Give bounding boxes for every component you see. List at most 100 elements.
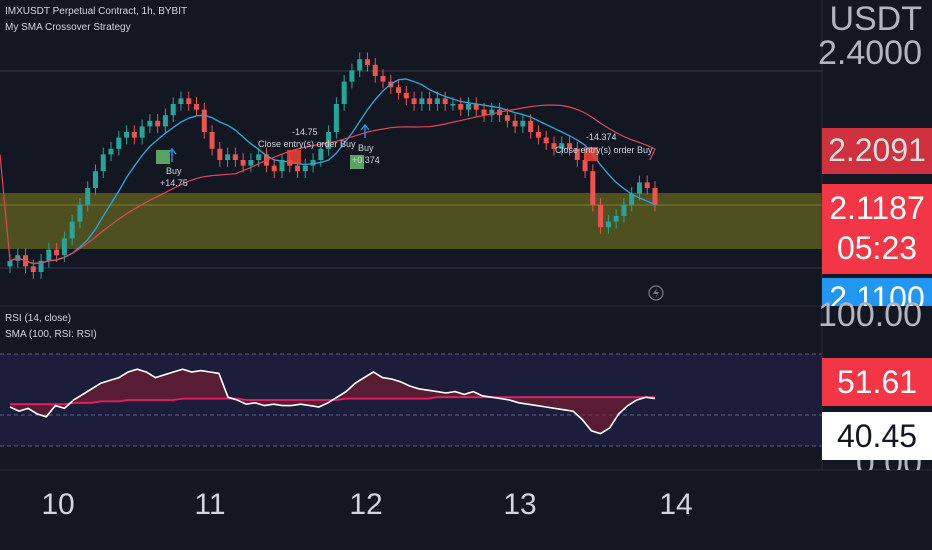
currency-label[interactable]: USDT bbox=[829, 0, 922, 38]
candle-body bbox=[248, 160, 254, 166]
price-zone bbox=[0, 193, 822, 249]
candle-body bbox=[271, 165, 277, 172]
x-tick-13: 13 bbox=[503, 488, 537, 521]
candle-body bbox=[139, 126, 145, 138]
x-tick-14: 14 bbox=[659, 488, 693, 521]
candle-body bbox=[77, 204, 83, 222]
candle-body bbox=[170, 104, 176, 116]
candle-body bbox=[7, 260, 13, 267]
candle-body bbox=[131, 132, 137, 138]
candle-body bbox=[69, 221, 75, 239]
sma-fast-line bbox=[9, 78, 656, 265]
candle-body bbox=[155, 120, 161, 127]
strategy-title[interactable]: My SMA Crossover Strategy bbox=[5, 22, 131, 33]
candle-body bbox=[380, 76, 386, 82]
candle-body bbox=[100, 154, 106, 172]
close-marker-1[interactable] bbox=[287, 150, 301, 164]
candle-body bbox=[147, 120, 153, 127]
candle-body bbox=[621, 204, 627, 216]
rsi-line bbox=[9, 368, 656, 435]
candle-body bbox=[279, 160, 285, 172]
candle-body bbox=[543, 137, 549, 144]
candle-body bbox=[178, 98, 184, 104]
candle-body bbox=[30, 266, 36, 272]
last-price-value: 2.1187 bbox=[829, 190, 925, 226]
candle-body bbox=[318, 148, 324, 160]
candle-body bbox=[201, 109, 207, 132]
candle-body bbox=[85, 188, 91, 205]
candle-body bbox=[240, 160, 246, 166]
candle-body bbox=[427, 98, 433, 104]
sma-price-box: 2.2091 bbox=[822, 128, 932, 174]
candle-body bbox=[465, 104, 471, 110]
buy-arrow-1 bbox=[167, 147, 177, 162]
x-tick-12: 12 bbox=[349, 488, 383, 521]
candle-body bbox=[590, 171, 596, 205]
candle-body bbox=[652, 188, 658, 205]
candle-body bbox=[92, 171, 98, 188]
candle-body bbox=[644, 182, 650, 188]
last-price-box: 2.1187 05:23 bbox=[822, 184, 932, 274]
rsi-fill bbox=[10, 369, 655, 434]
candle-body bbox=[481, 109, 487, 116]
rsi-sma-title[interactable]: SMA (100, RSI: RSI) bbox=[5, 329, 97, 340]
candle-body bbox=[162, 115, 168, 127]
candle-body bbox=[364, 59, 370, 65]
candle-body bbox=[54, 249, 60, 256]
candle-body bbox=[411, 98, 417, 104]
rsi-title[interactable]: RSI (14, close) bbox=[5, 313, 72, 324]
candle-body bbox=[559, 143, 565, 149]
candle-body bbox=[333, 104, 339, 132]
candle-body bbox=[403, 92, 409, 99]
candle-body bbox=[419, 98, 425, 104]
countdown-value: 05:23 bbox=[836, 230, 918, 266]
close-marker-2[interactable] bbox=[584, 147, 598, 161]
candle-body bbox=[605, 221, 611, 228]
candle-body bbox=[450, 104, 456, 106]
buy-arrow-2 bbox=[360, 123, 370, 138]
close-text-1: Close entry(s) order Buy bbox=[258, 139, 356, 149]
candle-body bbox=[598, 204, 604, 228]
lightning-icon-circle[interactable] bbox=[648, 285, 664, 301]
candle-body bbox=[473, 104, 479, 110]
candle-body bbox=[194, 104, 200, 110]
x-tick-11: 11 bbox=[194, 488, 226, 521]
rsi-axis-top: 100.00 bbox=[818, 296, 922, 334]
candle-body bbox=[396, 87, 402, 93]
candle-body bbox=[116, 137, 122, 149]
candle-body bbox=[61, 238, 67, 256]
blue-price-box: 2.1100 bbox=[822, 278, 932, 306]
symbol-title[interactable]: IMXUSDT Perpetual Contract, 1h, BYBIT bbox=[5, 6, 188, 17]
candle-body bbox=[372, 64, 378, 76]
candle-body bbox=[232, 154, 238, 160]
candle-body bbox=[629, 193, 635, 205]
candle-body bbox=[442, 98, 448, 104]
candle-body bbox=[225, 154, 231, 160]
buy-label-1: Buy bbox=[166, 166, 182, 176]
price-axis-top-label: 2.4000 bbox=[818, 34, 922, 72]
candle-body bbox=[349, 70, 355, 82]
close-text-2: Close entry(s) order Buy bbox=[555, 145, 653, 155]
candle-body bbox=[520, 120, 526, 127]
candle-body bbox=[108, 148, 114, 155]
rsi-sma-value-box: 40.45 bbox=[822, 412, 932, 460]
candle-body bbox=[458, 104, 464, 110]
candle-body bbox=[582, 160, 588, 172]
candle-body bbox=[295, 165, 301, 172]
buy-marker-2[interactable] bbox=[350, 155, 364, 169]
candle-body bbox=[535, 132, 541, 138]
candle-body bbox=[574, 148, 580, 160]
lightning-icon bbox=[653, 288, 659, 299]
candle-body bbox=[613, 216, 619, 222]
candle-body bbox=[341, 81, 347, 104]
buy-marker-1[interactable] bbox=[156, 150, 170, 164]
candle-body bbox=[357, 59, 363, 71]
close-pnl-1: -14.75 bbox=[292, 127, 318, 137]
candle-body bbox=[528, 120, 534, 132]
candle-body bbox=[636, 182, 642, 194]
buy-pnl-1: +14.75 bbox=[160, 178, 188, 188]
candle-body bbox=[209, 132, 215, 149]
x-tick-10: 10 bbox=[41, 488, 75, 521]
candle-body bbox=[551, 143, 557, 149]
